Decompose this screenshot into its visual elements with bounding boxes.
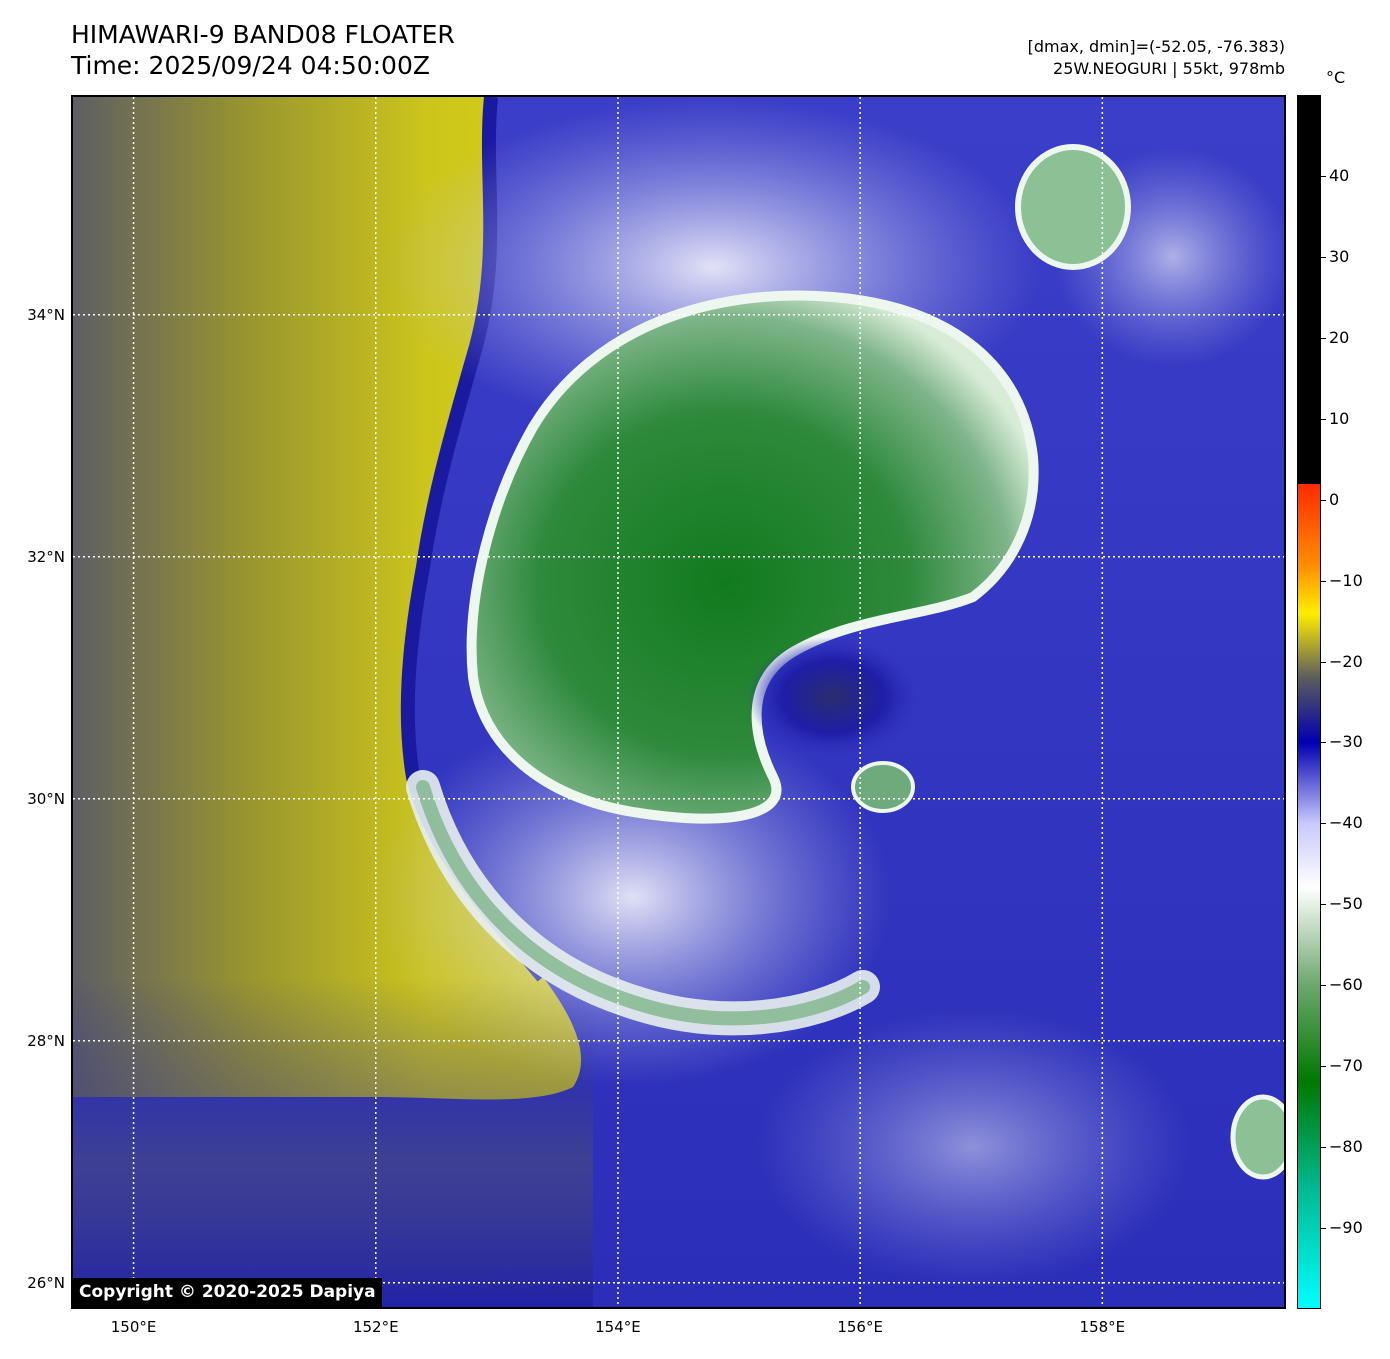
latitude-label: 32°N — [27, 547, 65, 566]
colorbar-tick — [1321, 256, 1326, 258]
southeast-cloud — [753, 1007, 1193, 1287]
outer-rainband-core — [416, 780, 870, 1026]
colorbar-tick-label: −50 — [1329, 894, 1363, 914]
colorbar-tick — [1321, 175, 1326, 177]
northeast-convective-cell — [1015, 144, 1131, 270]
copyright-label: Copyright © 2020-2025 Dapiya — [73, 1278, 382, 1307]
timestamp-title: Time: 2025/09/24 04:50:00Z — [71, 51, 430, 80]
colorbar-tick-label: −60 — [1329, 975, 1363, 995]
latitude-label: 34°N — [27, 305, 65, 324]
colorbar-tick — [1321, 904, 1326, 906]
longitude-label: 154°E — [595, 1318, 641, 1336]
satellite-map: Copyright © 2020-2025 Dapiya — [71, 95, 1286, 1309]
longitude-label: 150°E — [110, 1318, 157, 1336]
colorbar-tick-label: 0 — [1329, 489, 1340, 509]
colorbar-tick-label: −80 — [1329, 1137, 1363, 1157]
lat-lon-grid — [73, 97, 1284, 1307]
storm-center-dry-slot — [748, 637, 918, 757]
southeast-convective-cell — [1230, 1094, 1284, 1180]
longitude-label: 152°E — [352, 1318, 399, 1336]
colorbar-tick-label: −70 — [1329, 1056, 1363, 1076]
data-range-info: [dmax, dmin]=(-52.05, -76.383) — [1027, 37, 1285, 56]
colorbar-tick — [1321, 823, 1326, 825]
colorbar-unit: °C — [1326, 68, 1346, 87]
colorbar-tick-label: 30 — [1329, 246, 1350, 266]
latitude-label: 26°N — [27, 1273, 65, 1292]
colorbar-tick — [1321, 1066, 1326, 1068]
longitude-label: 158°E — [1079, 1318, 1126, 1336]
colorbar-tick — [1321, 1228, 1326, 1230]
colorbar-tick — [1321, 742, 1326, 744]
colorbar-tick-label: 20 — [1329, 327, 1350, 347]
colorbar-tick — [1321, 418, 1326, 420]
colorbar-tick — [1321, 499, 1326, 501]
satellite-imagery — [73, 97, 1284, 1307]
colorbar-tick — [1321, 985, 1326, 987]
colorbar-tick-label: 10 — [1329, 408, 1350, 428]
colorbar-tick — [1321, 661, 1326, 663]
latitude-label: 30°N — [27, 789, 65, 808]
storm-info: 25W.NEOGURI | 55kt, 978mb — [1053, 59, 1285, 78]
convective-cell — [851, 761, 915, 813]
temperature-colorbar — [1297, 95, 1321, 1309]
colorbar-tick-label: −20 — [1329, 651, 1363, 671]
colorbar-tick-label: −30 — [1329, 732, 1363, 752]
colorbar-tick — [1321, 337, 1326, 339]
chart-title: HIMAWARI-9 BAND08 FLOATER — [71, 20, 455, 49]
colorbar-tick — [1321, 580, 1326, 582]
colorbar-tick — [1321, 1147, 1326, 1149]
longitude-label: 156°E — [837, 1318, 883, 1336]
latitude-label: 28°N — [27, 1031, 65, 1050]
colorbar-tick-label: −40 — [1329, 813, 1363, 833]
colorbar-tick-label: 40 — [1329, 165, 1350, 185]
colorbar-tick-label: −10 — [1329, 570, 1363, 590]
colorbar-tick-label: −90 — [1329, 1218, 1363, 1238]
